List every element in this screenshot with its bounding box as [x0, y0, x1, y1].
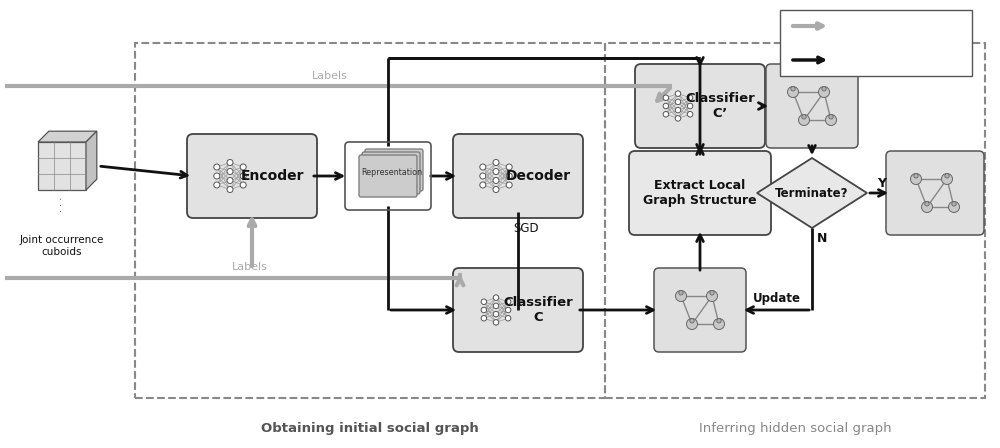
FancyBboxPatch shape — [453, 268, 583, 352]
Circle shape — [663, 103, 669, 109]
Circle shape — [717, 319, 721, 323]
Circle shape — [687, 95, 693, 100]
Circle shape — [922, 202, 932, 212]
Circle shape — [493, 311, 499, 317]
Circle shape — [675, 91, 681, 96]
Circle shape — [675, 108, 681, 113]
Circle shape — [227, 177, 233, 184]
Circle shape — [506, 164, 512, 170]
Circle shape — [686, 319, 698, 329]
Circle shape — [914, 174, 918, 178]
Text: Representation: Representation — [361, 168, 423, 177]
Polygon shape — [757, 158, 867, 228]
Circle shape — [910, 173, 922, 185]
Circle shape — [506, 182, 512, 188]
Circle shape — [493, 159, 499, 165]
Circle shape — [818, 86, 830, 98]
FancyBboxPatch shape — [886, 151, 984, 235]
Circle shape — [787, 86, 798, 98]
Text: Joint occurrence
cuboids: Joint occurrence cuboids — [20, 235, 104, 257]
Polygon shape — [86, 131, 97, 190]
Circle shape — [675, 116, 681, 121]
Circle shape — [227, 186, 233, 193]
Circle shape — [676, 290, 686, 302]
Circle shape — [214, 182, 220, 188]
Text: Labels: Labels — [312, 71, 348, 81]
Circle shape — [945, 174, 949, 178]
Text: Labels: Labels — [232, 262, 268, 272]
Circle shape — [690, 319, 694, 323]
Text: Classifier
C: Classifier C — [503, 296, 573, 324]
Circle shape — [675, 99, 681, 105]
Circle shape — [240, 182, 246, 188]
Circle shape — [227, 159, 233, 165]
Text: · · ·: · · · — [57, 196, 67, 211]
Circle shape — [714, 319, 724, 329]
Circle shape — [506, 173, 512, 179]
Circle shape — [687, 112, 693, 117]
Polygon shape — [38, 131, 97, 142]
FancyBboxPatch shape — [629, 151, 771, 235]
Text: Classifier
C’: Classifier C’ — [685, 92, 755, 120]
Text: Encoder: Encoder — [240, 169, 304, 183]
Circle shape — [505, 315, 511, 321]
Text: Extract Local
Graph Structure: Extract Local Graph Structure — [643, 179, 757, 207]
FancyBboxPatch shape — [654, 268, 746, 352]
Circle shape — [679, 291, 683, 295]
Circle shape — [493, 186, 499, 193]
Circle shape — [505, 307, 511, 313]
Circle shape — [481, 299, 487, 305]
Circle shape — [798, 115, 810, 125]
Text: Terminate?: Terminate? — [775, 186, 849, 199]
Circle shape — [493, 303, 499, 309]
Circle shape — [952, 202, 956, 206]
FancyBboxPatch shape — [187, 134, 317, 218]
Circle shape — [493, 168, 499, 175]
Circle shape — [829, 115, 833, 119]
Circle shape — [480, 182, 486, 188]
Circle shape — [791, 86, 795, 91]
FancyBboxPatch shape — [453, 134, 583, 218]
Text: Update: Update — [753, 292, 800, 305]
FancyBboxPatch shape — [635, 64, 765, 148]
Text: Testing: Testing — [840, 53, 888, 66]
Circle shape — [227, 168, 233, 175]
FancyBboxPatch shape — [766, 64, 858, 148]
Circle shape — [481, 315, 487, 321]
Circle shape — [687, 103, 693, 109]
Circle shape — [822, 86, 826, 91]
Circle shape — [948, 202, 960, 212]
Circle shape — [240, 173, 246, 179]
Circle shape — [214, 173, 220, 179]
Polygon shape — [780, 10, 972, 76]
FancyBboxPatch shape — [359, 155, 417, 197]
Circle shape — [505, 299, 511, 305]
Circle shape — [663, 112, 669, 117]
Circle shape — [663, 95, 669, 100]
Circle shape — [214, 164, 220, 170]
FancyBboxPatch shape — [365, 149, 423, 191]
Circle shape — [941, 173, 953, 185]
Circle shape — [925, 202, 929, 206]
Circle shape — [493, 295, 499, 300]
Text: Decoder: Decoder — [505, 169, 571, 183]
Text: N: N — [817, 232, 827, 245]
Text: Obtaining initial social graph: Obtaining initial social graph — [261, 422, 479, 435]
Text: Y: Y — [878, 177, 886, 190]
Circle shape — [480, 173, 486, 179]
Polygon shape — [38, 142, 86, 190]
Text: SGD: SGD — [513, 221, 539, 234]
Circle shape — [825, 115, 836, 125]
Circle shape — [710, 291, 714, 295]
Circle shape — [802, 115, 806, 119]
Circle shape — [493, 177, 499, 184]
Circle shape — [493, 319, 499, 325]
Circle shape — [240, 164, 246, 170]
Text: Training: Training — [840, 20, 894, 33]
Circle shape — [481, 307, 487, 313]
Circle shape — [706, 290, 718, 302]
Circle shape — [480, 164, 486, 170]
FancyBboxPatch shape — [362, 152, 420, 194]
Text: Inferring hidden social graph: Inferring hidden social graph — [699, 422, 891, 435]
